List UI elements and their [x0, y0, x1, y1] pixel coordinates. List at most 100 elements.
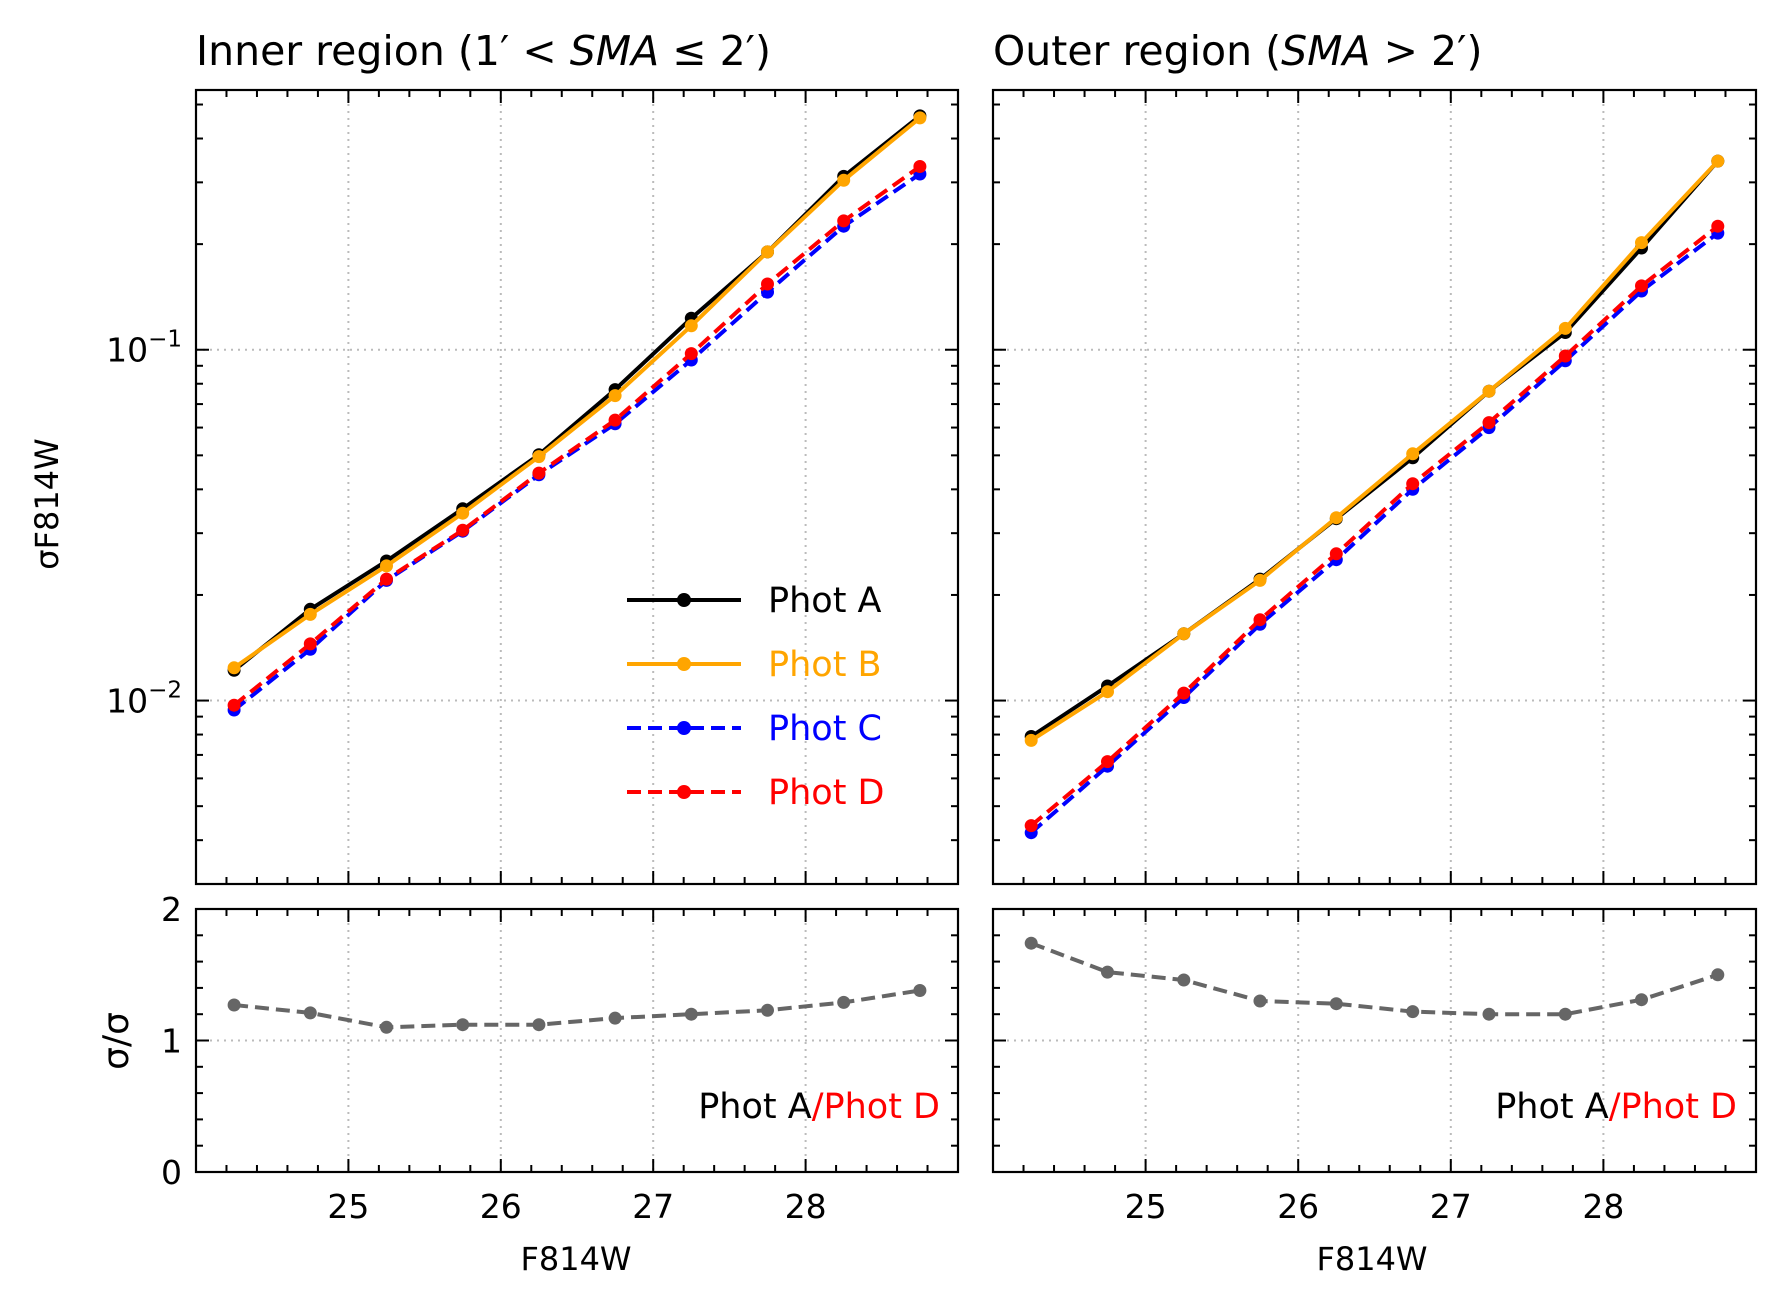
legend-entry-phot-b: Phot B — [627, 645, 882, 685]
data-point-phot-d — [1635, 279, 1648, 293]
x-tick-label: 26 — [1277, 1187, 1319, 1226]
x-tick-label: 27 — [1430, 1187, 1472, 1226]
data-point-phot-a-phot-d — [1406, 1005, 1420, 1019]
x-tick-label: 28 — [785, 1187, 827, 1226]
data-point-phot-a-phot-d — [380, 1020, 393, 1034]
series-phot-a-phot-d — [1024, 936, 1725, 1021]
gridlines — [196, 909, 958, 1172]
y-tick-label: 2 — [161, 890, 182, 929]
data-point-phot-b — [1024, 733, 1038, 747]
x-tick-label: 26 — [480, 1187, 522, 1226]
data-point-phot-d — [1253, 613, 1267, 627]
data-point-phot-d — [1482, 416, 1496, 430]
data-point-phot-d — [1406, 477, 1420, 491]
data-point-phot-a-phot-d — [913, 984, 927, 997]
data-point-phot-b — [1253, 573, 1267, 587]
data-point-phot-a-phot-d — [1329, 997, 1343, 1011]
legend-label-phot-a: Phot A — [768, 581, 882, 621]
data-point-phot-b — [303, 607, 317, 621]
data-point-phot-b — [1329, 511, 1343, 525]
y-tick-base: 10 — [106, 331, 148, 370]
inner-ratio-annotation: Phot A/Phot D — [698, 1087, 940, 1127]
data-point-phot-d — [608, 413, 622, 427]
data-point-phot-d — [1558, 349, 1572, 363]
data-point-phot-d — [837, 214, 851, 228]
data-point-phot-d — [1101, 755, 1114, 769]
data-point-phot-d — [227, 698, 241, 712]
y-tick-label: 0 — [161, 1153, 182, 1192]
data-point-phot-b — [608, 389, 622, 403]
data-point-phot-d — [913, 160, 927, 173]
data-point-phot-b — [1406, 447, 1420, 461]
data-point-phot-a-phot-d — [837, 995, 851, 1009]
inner-region-panel: 10−110−2 — [106, 88, 960, 886]
legend-label-phot-b: Phot B — [768, 645, 882, 685]
data-point-phot-a-phot-d — [1024, 936, 1038, 950]
data-point-phot-a-phot-d — [456, 1018, 470, 1032]
data-point-phot-a-phot-d — [1635, 993, 1648, 1007]
data-point-phot-b — [456, 506, 470, 520]
data-point-phot-b — [1635, 236, 1648, 250]
series-phot-b — [1024, 154, 1725, 747]
data-point-phot-a-phot-d — [1711, 968, 1725, 982]
series-line-phot-c — [1029, 231, 1720, 835]
data-point-phot-b — [1101, 685, 1114, 699]
left-x-axis-label: F814W — [520, 1240, 631, 1278]
outer-region-panel — [991, 88, 1758, 886]
data-point-phot-a-phot-d — [1101, 965, 1114, 979]
x-tick-label: 27 — [632, 1187, 674, 1226]
legend-entry-phot-a: Phot A — [627, 581, 882, 621]
series-line-phot-d — [1029, 224, 1720, 828]
data-point-phot-b — [1711, 154, 1725, 168]
top-y-axis-label: σF814W — [28, 438, 66, 569]
legend-entry-phot-d: Phot D — [627, 773, 885, 813]
data-point-phot-a-phot-d — [761, 1003, 774, 1017]
legend-label-phot-c: Phot C — [768, 709, 882, 749]
outer-ratio-panel: 25 26 27 28 — [991, 907, 1758, 1226]
series-line-phot-c — [232, 172, 922, 712]
legend-marker-phot-a — [677, 593, 691, 607]
series-phot-b — [227, 111, 927, 675]
legend: Phot A Phot B Phot C Phot D — [627, 581, 885, 813]
inner-ratio-panel: 0 1 2 25 26 27 28 — [161, 890, 960, 1226]
data-point-phot-d — [1711, 219, 1725, 233]
series-line-phot-b — [1030, 159, 1720, 743]
data-point-phot-a-phot-d — [608, 1011, 622, 1025]
axes-frame — [194, 88, 960, 886]
data-point-phot-a-phot-d — [1558, 1007, 1572, 1021]
x-tick-label: 25 — [1125, 1187, 1167, 1226]
y-tick-base: 10 — [106, 682, 148, 721]
gridlines — [993, 909, 1756, 1172]
data-point-phot-a-phot-d — [227, 998, 241, 1012]
data-point-phot-b — [761, 245, 774, 259]
data-point-phot-b — [532, 450, 546, 464]
right-x-axis-label: F814W — [1316, 1240, 1427, 1278]
y-tick-exponent: −1 — [148, 327, 182, 353]
data-point-phot-d — [684, 347, 698, 361]
data-point-phot-a-phot-d — [532, 1018, 546, 1032]
x-tick-label: 28 — [1582, 1187, 1624, 1226]
outer-panel-title: Outer region (SMA > 2′) — [993, 27, 1482, 75]
data-point-phot-a-phot-d — [303, 1006, 317, 1020]
ticks — [196, 90, 958, 885]
annotation-part2: /Phot D — [812, 1087, 940, 1127]
series-phot-d — [1024, 219, 1725, 833]
legend-marker-phot-c — [677, 721, 691, 735]
data-point-phot-a-phot-d — [684, 1007, 698, 1021]
y-tick-label: 10−2 — [106, 678, 182, 721]
legend-entry-phot-c: Phot C — [627, 709, 882, 749]
ticks — [993, 908, 1756, 1173]
series-line-phot-b — [232, 116, 922, 670]
data-point-phot-d — [532, 466, 546, 480]
series-phot-a-phot-d — [227, 984, 927, 1034]
inner-panel-title: Inner region (1′ < SMA ≤ 2′) — [196, 27, 771, 75]
gridlines — [993, 90, 1756, 884]
data-point-phot-d — [1024, 819, 1038, 833]
data-point-phot-b — [227, 661, 241, 675]
data-point-phot-a-phot-d — [1177, 973, 1191, 987]
data-point-phot-b — [1177, 627, 1191, 641]
data-point-phot-d — [1177, 686, 1191, 700]
data-point-phot-b — [913, 111, 927, 125]
y-tick-label: 1 — [161, 1022, 182, 1061]
